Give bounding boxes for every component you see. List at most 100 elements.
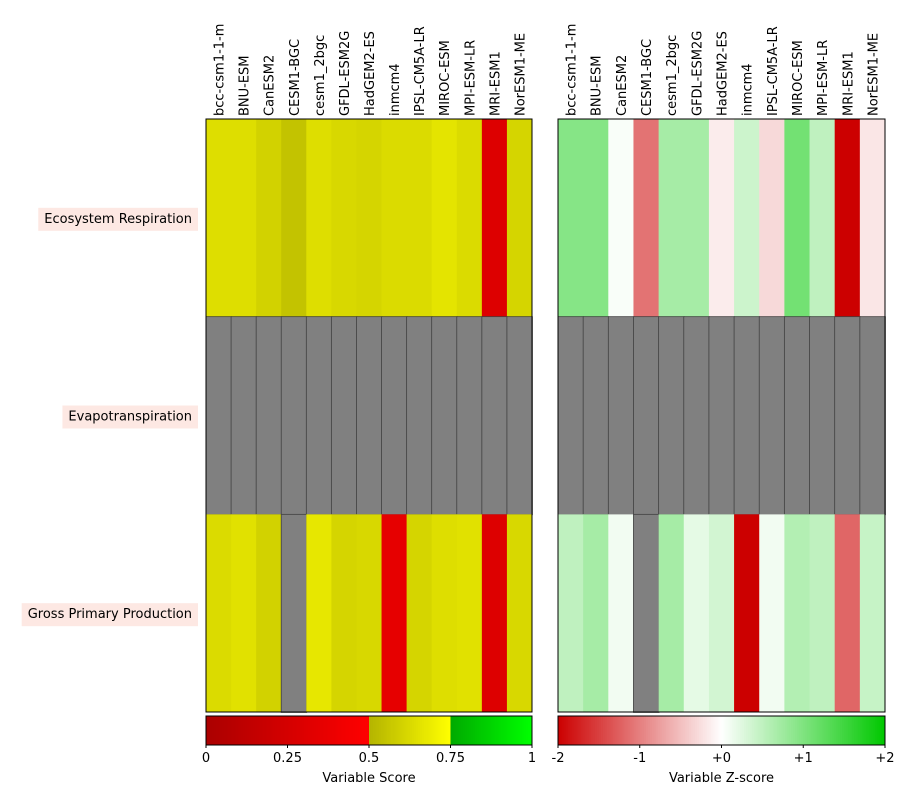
colorbar-segment — [515, 716, 519, 745]
colorbar-segment — [307, 716, 311, 745]
colorbar-segment — [281, 716, 284, 745]
colorbar-segment — [393, 716, 396, 745]
colorbar-segment — [377, 716, 380, 745]
colorbar-segment — [688, 716, 692, 745]
heatmap-cell — [708, 119, 735, 318]
colorbar-tick-label: 0.75 — [436, 751, 465, 766]
heatmap-cell — [683, 316, 710, 516]
colorbar-1: 0 0.25 0.5 0.75 1 Variable Score — [202, 715, 536, 786]
colorbar-segment — [505, 716, 509, 745]
colorbar-tick-label: +0 — [712, 751, 731, 766]
heatmap-cell — [608, 119, 634, 318]
colorbar-segment — [709, 716, 712, 745]
colorbar-segment — [313, 716, 317, 745]
colorbar-segment — [858, 716, 861, 745]
colorbar-segment — [586, 716, 590, 745]
colorbar-segment — [529, 716, 533, 745]
colorbar-segment — [236, 716, 240, 745]
row-label: Evapotranspiration — [68, 410, 192, 425]
colorbar-segment — [666, 716, 669, 745]
column-label: MPI-ESM-LR — [463, 40, 478, 116]
colorbar-segment — [216, 716, 219, 745]
colorbar-segment — [299, 716, 303, 745]
column-label: MPI-ESM-LR — [816, 40, 831, 116]
colorbar-segment — [230, 716, 233, 745]
colorbar-segment — [743, 716, 747, 745]
colorbar-segment — [326, 716, 329, 745]
colorbar-segment — [566, 716, 569, 745]
colorbar-segment — [582, 716, 586, 745]
colorbar-segment — [823, 716, 827, 745]
colorbar-segment — [295, 716, 299, 745]
colorbar-segment — [293, 716, 297, 745]
colorbar-segment — [401, 716, 405, 745]
colorbar-segment — [487, 716, 490, 745]
colorbar-segment — [701, 716, 704, 745]
colorbar-segment — [448, 716, 451, 745]
colorbar-segment — [694, 716, 698, 745]
colorbar-segment — [519, 716, 523, 745]
colorbar-segment — [741, 716, 745, 745]
colorbar-segment — [664, 716, 667, 745]
colorbar-segment — [768, 716, 772, 745]
colorbar-segment — [438, 716, 441, 745]
row-label: Gross Primary Production — [28, 607, 192, 622]
colorbar-segment — [228, 716, 231, 745]
heatmap-cell — [431, 514, 458, 713]
colorbar-segment — [415, 716, 419, 745]
row-label-background — [38, 207, 198, 231]
colorbar-segment — [668, 716, 671, 745]
heatmap-cell — [356, 316, 383, 516]
colorbar-segment — [385, 716, 388, 745]
colorbar-segment — [462, 716, 466, 745]
colorbar-segment — [654, 716, 657, 745]
colorbar-segment — [842, 716, 845, 745]
heatmap-cell — [256, 119, 282, 318]
colorbar-segment — [434, 716, 437, 745]
colorbar-segment — [570, 716, 573, 745]
colorbar-segment — [868, 716, 872, 745]
colorbar-segment — [635, 716, 639, 745]
colorbar-segment — [580, 716, 584, 745]
heatmap-cell — [859, 514, 886, 713]
colorbar-segment — [379, 716, 382, 745]
heatmap-cell — [558, 119, 584, 318]
colorbar-segment — [692, 716, 696, 745]
heatmap-cell — [633, 119, 660, 318]
heatmap-cell — [658, 119, 685, 318]
colorbar-segment — [600, 716, 604, 745]
colorbar-segment — [578, 716, 581, 745]
colorbar-segment — [735, 716, 739, 745]
colorbar-tick-label: 0.25 — [273, 751, 302, 766]
colorbar-segment — [244, 716, 248, 745]
colorbar-segment — [699, 716, 702, 745]
colorbar-segment — [607, 716, 610, 745]
heatmap-cell — [809, 316, 836, 516]
colorbar-segment — [348, 716, 352, 745]
colorbar-segment — [430, 716, 433, 745]
heatmap-cell — [330, 316, 358, 516]
colorbar-segment — [212, 716, 215, 745]
colorbar-segment — [340, 716, 344, 745]
colorbar-segment — [397, 716, 401, 745]
colorbar-segment — [852, 716, 855, 745]
colorbar-segment — [872, 716, 876, 745]
colorbar-segment — [846, 716, 849, 745]
column-label: IPSL-CM5A-LR — [766, 26, 781, 116]
colorbar-segment — [354, 716, 358, 745]
heatmap-cell — [481, 514, 508, 713]
colorbar-segment — [880, 716, 884, 745]
heatmap-cell — [456, 316, 483, 516]
colorbar-segment — [387, 716, 390, 745]
colorbar-segment — [507, 716, 511, 745]
colorbar-segment — [627, 716, 631, 745]
colorbar-segment — [521, 716, 525, 745]
colorbar-segment — [733, 716, 737, 745]
colorbar-segment — [643, 716, 647, 745]
colorbar-segment — [564, 716, 567, 745]
heatmap-cell — [733, 316, 761, 516]
colorbar-segment — [421, 716, 425, 745]
heatmap-cell — [859, 316, 886, 516]
heatmap-cell — [708, 316, 735, 516]
heatmap-cell — [834, 316, 861, 516]
